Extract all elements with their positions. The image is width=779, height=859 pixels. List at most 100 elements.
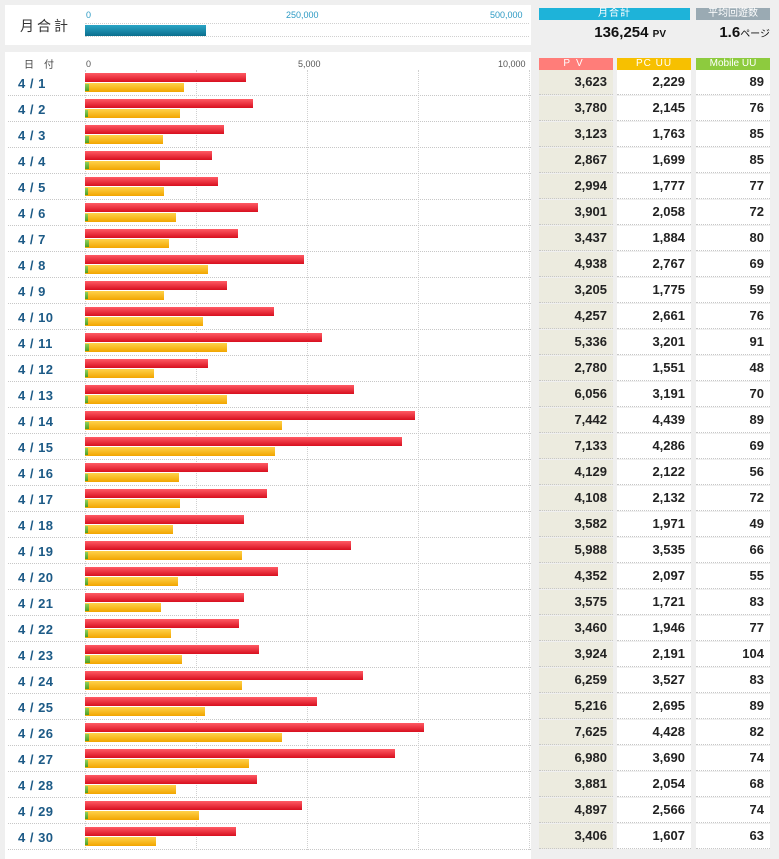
pc-uu-value-cell: 2,097 [617,564,691,589]
pc-uu-value-cell: 1,777 [617,174,691,199]
pc-uu-bar [85,811,199,820]
pc-uu-bar [85,759,249,768]
pc-uu-value-cell: 1,551 [617,356,691,381]
mobile-uu-bar [85,240,89,247]
mobile-uu-value-cell: 77 [696,174,770,199]
pc-uu-bar [85,421,282,430]
mobile-uu-value-cell: 85 [696,148,770,173]
pv-value-cell: 4,108 [539,486,613,511]
pv-bar [85,749,395,758]
pv-value-cell: 3,881 [539,772,613,797]
row-separator [8,121,531,122]
gridline-vertical [529,70,530,850]
mobile-uu-value-cell: 76 [696,96,770,121]
pc-uu-bar [85,577,178,586]
pc-uu-bar [85,343,227,352]
pc-uu-value-cell: 2,695 [617,694,691,719]
pv-bar [85,151,212,160]
pc-uu-value-cell: 1,607 [617,824,691,849]
pc-uu-bar [85,603,161,612]
mobile-uu-bar [85,630,88,637]
row-separator [8,173,531,174]
mobile-uu-value-cell: 83 [696,668,770,693]
pv-value-cell: 3,901 [539,200,613,225]
mobile-uu-value-cell: 74 [696,746,770,771]
mobile-uu-value-cell: 85 [696,122,770,147]
row-separator [8,147,531,148]
mobile-uu-bar [85,604,89,611]
row-separator [8,511,531,512]
pv-bar [85,593,244,602]
pc-uu-bar [85,161,160,170]
date-label: 4 / 3 [18,128,46,143]
pv-bar [85,723,424,732]
pv-bar [85,697,317,706]
pc-uu-bar [85,733,282,742]
mobile-uu-bar [85,214,88,221]
pc-uu-value-cell: 3,191 [617,382,691,407]
date-label: 4 / 27 [18,752,54,767]
row-separator [8,615,531,616]
mobile-uu-value-cell: 83 [696,590,770,615]
mobile-uu-bar [85,162,89,169]
pv-bar [85,827,236,836]
row-separator [8,199,531,200]
row-separator [8,693,531,694]
pv-bar [85,125,224,134]
row-separator [8,303,531,304]
pc-uu-bar [85,473,179,482]
row-separator [8,641,531,642]
row-separator [8,433,531,434]
pc-uu-value-cell: 2,132 [617,486,691,511]
pv-bar [85,333,322,342]
mobile-uu-value-cell: 82 [696,720,770,745]
pv-value-cell: 3,582 [539,512,613,537]
pc-uu-value-cell: 3,690 [617,746,691,771]
mobile-uu-bar [85,84,89,91]
pv-value-cell: 5,216 [539,694,613,719]
month-total-unit: PV [652,29,666,40]
date-label: 4 / 28 [18,778,54,793]
mobile-uu-value-cell: 66 [696,538,770,563]
pc-uu-bar [85,681,242,690]
pc-uu-value-cell: 2,229 [617,70,691,95]
date-label: 4 / 15 [18,440,54,455]
summary-tick-500000: 500,000 [490,10,523,20]
pv-value-cell: 4,938 [539,252,613,277]
mobile-uu-value-cell: 68 [696,772,770,797]
pc-uu-value-cell: 1,971 [617,512,691,537]
pv-bar [85,281,227,290]
pv-value-cell: 4,257 [539,304,613,329]
row-separator [8,355,531,356]
date-label: 4 / 4 [18,154,46,169]
pc-uu-value-cell: 2,054 [617,772,691,797]
mobile-uu-value-cell: 104 [696,642,770,667]
pv-value-cell: 3,924 [539,642,613,667]
date-label: 4 / 18 [18,518,54,533]
summary-tick-250000: 250,000 [286,10,319,20]
pc-uu-bar [85,291,164,300]
date-label: 4 / 16 [18,466,54,481]
month-total-value: 136,254 PV [539,24,690,41]
mobile-uu-value-cell: 89 [696,694,770,719]
pv-value-cell: 4,129 [539,460,613,485]
pc-uu-bar [85,239,169,248]
pc-uu-value-cell: 1,946 [617,616,691,641]
date-label: 4 / 24 [18,674,54,689]
mobile-uu-bar [85,812,88,819]
date-label: 4 / 29 [18,804,54,819]
date-label: 4 / 14 [18,414,54,429]
pv-value-cell: 5,336 [539,330,613,355]
pv-value-cell: 3,123 [539,122,613,147]
pv-bar [85,99,253,108]
date-label: 4 / 22 [18,622,54,637]
pv-bar [85,541,351,550]
avg-pages-unit: ページ [740,29,770,40]
pv-bar [85,359,208,368]
mobile-uu-value-cell: 89 [696,70,770,95]
pv-value-cell: 2,994 [539,174,613,199]
pc-uu-value-cell: 2,191 [617,642,691,667]
pv-value-cell: 6,056 [539,382,613,407]
mobile-uu-bar [85,396,88,403]
mobile-uu-value-cell: 91 [696,330,770,355]
